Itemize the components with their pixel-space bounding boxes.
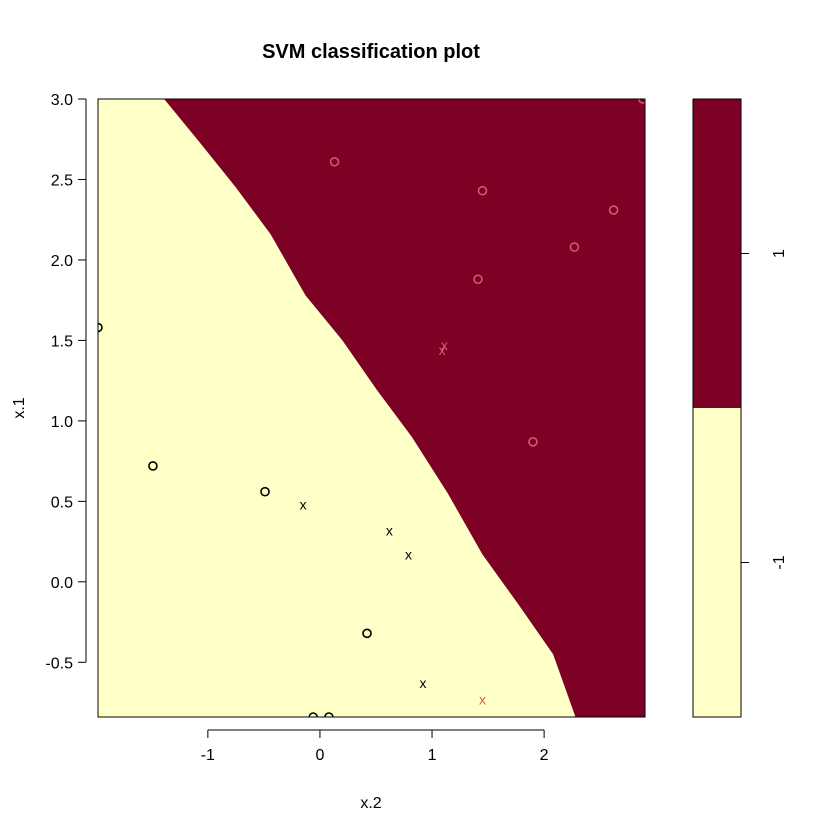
data-point-class-1-circle [477, 185, 488, 196]
y-tick-label: 1.5 [51, 333, 73, 350]
data-point-class-1-circle [569, 242, 580, 252]
data-point-class--1-cross: x [300, 497, 307, 513]
legend-border [692, 98, 742, 718]
y-axis-label: x.1 [11, 397, 28, 418]
legend-label: 1 [771, 249, 788, 258]
x-tick-label: -1 [201, 747, 215, 764]
legend: 1 -1 [692, 98, 788, 718]
y-tick-label: -0.5 [45, 655, 73, 672]
data-point-class-1-circle [637, 99, 645, 104]
y-axis: -0.5 0.0 0.5 1.0 1.5 2.0 2.5 3.0 [45, 92, 87, 672]
legend-swatch-class-1 [693, 99, 741, 408]
data-point-class--1-circle [362, 628, 372, 639]
data-point-class--1-circle [308, 712, 319, 717]
data-point-class--1-cross: x [386, 522, 393, 538]
data-point-class--1-cross: x [420, 675, 427, 691]
data-point-class-1-cross: x [439, 342, 446, 358]
y-tick-label: 3.0 [51, 92, 73, 109]
data-point-class--1-cross: x [405, 546, 412, 562]
x-tick-label: 2 [540, 747, 549, 764]
legend-swatch-class-neg1 [693, 408, 741, 717]
data-point-class--1-circle [260, 486, 270, 497]
data-point-class-1-cross: x [479, 691, 486, 707]
plot-border [97, 98, 646, 718]
data-point-class-1-circle [473, 274, 483, 285]
data-point-class--1-circle [98, 322, 103, 333]
chart-title: SVM classification plot [262, 41, 480, 63]
data-point-class-1-circle [608, 205, 619, 215]
data-point-class-1-circle [528, 436, 538, 447]
x-tick-label: 0 [315, 747, 324, 764]
data-point-class-1-circle [329, 156, 340, 167]
y-tick-label: 2.0 [51, 253, 73, 270]
region-class-1 [164, 99, 645, 717]
data-point-class-1-cross: x [441, 337, 448, 353]
y-tick-label: 0.5 [51, 494, 73, 511]
x-axis: -1 0 1 2 [201, 729, 549, 764]
data-point-class--1-circle [324, 712, 334, 717]
legend-label: -1 [771, 555, 788, 569]
y-tick-label: 1.0 [51, 414, 73, 431]
data-point-class--1-circle [148, 461, 158, 471]
x-tick-label: 1 [428, 747, 437, 764]
x-axis-label: x.2 [360, 795, 381, 812]
y-tick-label: 0.0 [51, 575, 73, 592]
y-tick-label: 2.5 [51, 172, 73, 189]
